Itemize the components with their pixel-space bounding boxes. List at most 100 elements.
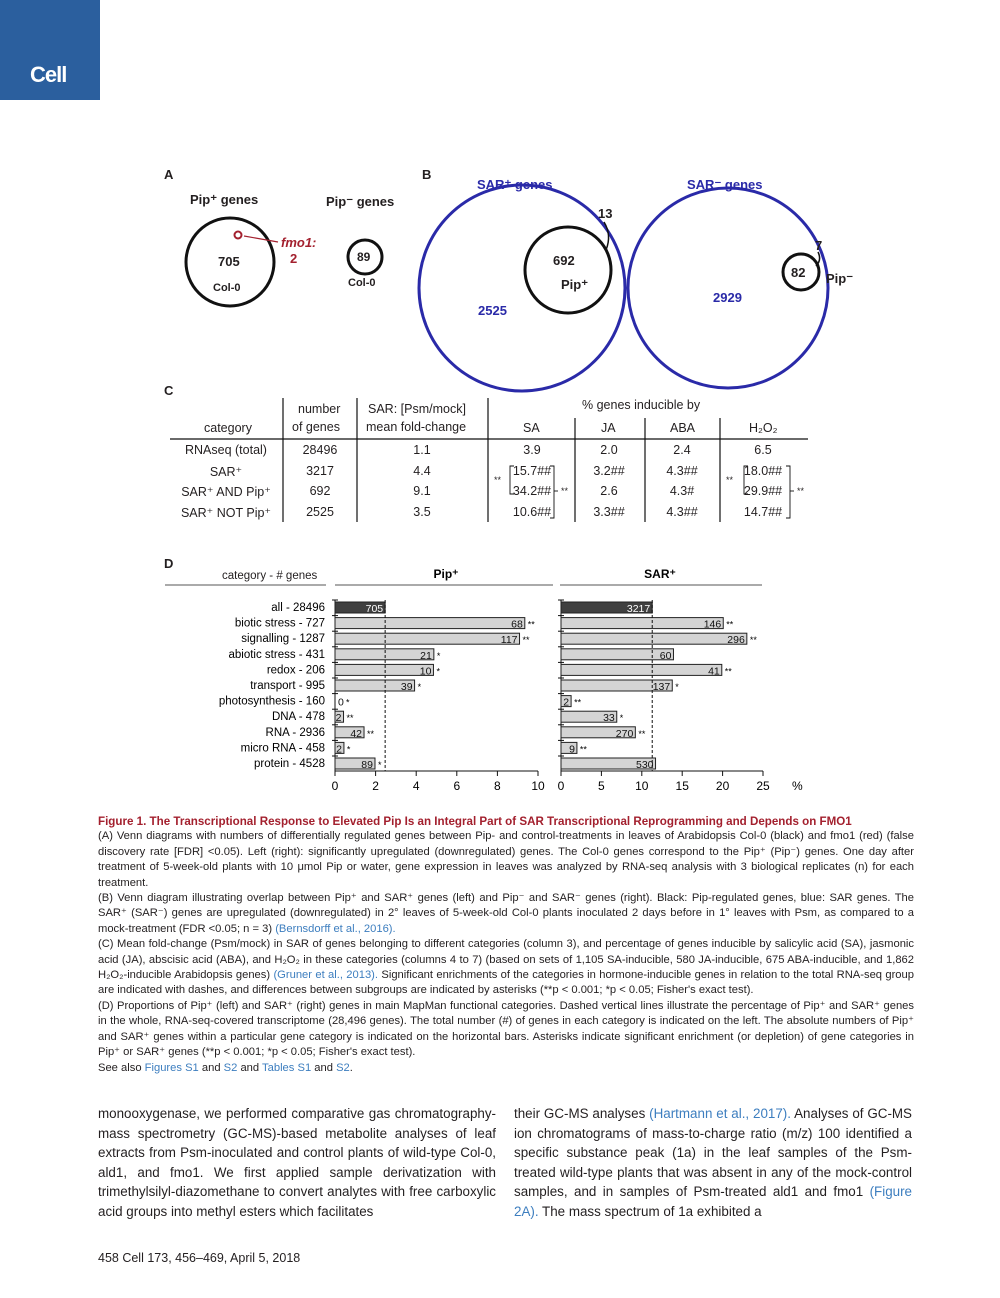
page-footer: 458 Cell 173, 456–469, April 5, 2018	[98, 1251, 301, 1265]
significance-label: *	[418, 682, 422, 692]
header-h2o2: H₂O₂	[749, 421, 778, 435]
cell-fold: 3.5	[413, 504, 431, 519]
ref-bernsdorff[interactable]: (Bernsdorff et al., 2016).	[275, 922, 396, 935]
significance-label: *	[437, 651, 441, 661]
bar-value-label: 117	[501, 634, 518, 646]
panel-c-label: C	[164, 383, 174, 398]
bar	[560, 741, 578, 754]
bar-value-label: 21	[420, 650, 432, 662]
bar-value-label: 137	[653, 681, 671, 693]
significance-label: **	[725, 666, 733, 676]
cell-fold: 1.1	[413, 443, 431, 457]
ref-gruner[interactable]: (Gruner et al., 2013).	[273, 969, 379, 982]
pip-plus-title: Pip⁺ genes	[190, 192, 259, 207]
bar	[334, 617, 526, 630]
col0-label: Col-0	[213, 282, 241, 294]
significance-label: *	[347, 744, 351, 754]
cell-ja: 3.3##	[593, 504, 625, 519]
cell-aba: 2.4	[673, 443, 691, 457]
significance-label: **	[367, 729, 375, 739]
bar	[560, 632, 748, 645]
pip-minus-circle	[781, 252, 821, 292]
bar	[560, 648, 674, 661]
link-table-s1[interactable]: Tables S1	[262, 1061, 312, 1074]
col0-label-2: Col-0	[348, 277, 376, 289]
significance-label: *	[675, 682, 679, 692]
sig-h2o2-left: **	[726, 475, 734, 485]
link-figure-s2[interactable]: S2	[223, 1061, 238, 1074]
bar-value-label: 2	[336, 712, 342, 724]
bar-value-label: 146	[704, 619, 722, 631]
cell-h2o2: 29.9##	[743, 484, 783, 498]
col0-down-circle	[346, 238, 384, 276]
bar	[334, 648, 435, 661]
header-ja: JA	[601, 421, 616, 435]
cell-aba: 4.3##	[666, 463, 698, 478]
panel-b-label: B	[422, 167, 432, 182]
bar-value-label: 2	[336, 743, 342, 755]
sar-only-up: 2525	[478, 303, 507, 318]
bar	[560, 710, 618, 723]
see-also: See also Figures S1 and S2 and Tables S1…	[98, 1061, 353, 1074]
category-label: protein - 4528	[254, 758, 325, 770]
significance-label: *	[378, 760, 382, 770]
caption-a: (A) Venn diagrams with numbers of differ…	[98, 830, 914, 889]
x-tick-label: 0	[558, 779, 565, 793]
overlap-down: 82	[791, 265, 806, 280]
header-sar-1: SAR: [Psm/mock]	[368, 402, 466, 416]
category-label: signalling - 1287	[241, 633, 325, 645]
sig-sa-left: **	[494, 475, 502, 485]
pip-only-up: 13	[598, 206, 613, 221]
ref-hartmann[interactable]: (Hartmann et al., 2017).	[649, 1106, 791, 1121]
pip-minus-label: Pip⁻	[826, 271, 854, 286]
cell-number: 692	[309, 484, 331, 498]
header-category: category	[204, 421, 252, 435]
bar-value-label: 42	[350, 728, 362, 740]
bar	[560, 679, 673, 692]
cell-sa: 10.6##	[512, 504, 552, 519]
cell-category: SAR⁺ AND Pip⁺	[181, 485, 271, 499]
overlap-up: 692	[553, 253, 575, 268]
bar	[334, 632, 521, 645]
bar-value-label: 2	[563, 697, 569, 709]
x-tick-label: 4	[413, 779, 420, 793]
caption-title: Figure 1. The Transcriptional Response t…	[98, 815, 852, 828]
x-tick-label: 2	[372, 779, 379, 793]
bar	[560, 617, 724, 630]
col0-up-circle	[184, 216, 276, 308]
bar-value-label: 270	[616, 728, 634, 740]
caption-c: (C) Mean fold-change (Psm/mock) in SAR o…	[98, 938, 914, 997]
logo-text: Cell	[30, 62, 67, 87]
cell-aba: 4.3#	[669, 484, 695, 498]
significance-label: **	[347, 713, 355, 723]
bar	[560, 695, 572, 708]
x-tick-label: 25	[756, 779, 770, 793]
figure-caption: Figure 1. The Transcriptional Response t…	[98, 814, 914, 1076]
bar	[334, 757, 376, 770]
cell-category: SAR⁺ NOT Pip⁺	[180, 505, 272, 520]
sig-h2o2-right: **	[797, 486, 805, 496]
cell-number: 2525	[306, 504, 334, 519]
bar	[334, 710, 345, 723]
header-aba: ABA	[670, 421, 696, 435]
x-tick-label: 10	[635, 779, 649, 793]
x-tick-label: 0	[332, 779, 339, 793]
category-label: transport - 995	[250, 680, 325, 692]
x-tick-label: 10	[531, 779, 545, 793]
venn-diagrams	[184, 183, 830, 393]
panel-d-label: D	[164, 556, 174, 571]
bar-value-label: 9	[569, 743, 575, 755]
link-table-s2[interactable]: S2	[336, 1061, 350, 1074]
cell-sa: 3.9	[523, 443, 541, 457]
x-tick-label: 15	[676, 779, 690, 793]
category-header: category - # genes	[222, 570, 318, 582]
header-sa: SA	[523, 421, 540, 435]
cell-fold: 9.1	[413, 484, 431, 498]
significance-label: *	[620, 713, 624, 723]
sar-minus-circle	[626, 186, 830, 390]
link-figure-s1[interactable]: Figures S1	[144, 1061, 199, 1074]
cell-ja: 2.0	[600, 443, 618, 457]
link-figure-2a[interactable]: (Figure 2A).	[514, 1184, 912, 1219]
fmo1-count: 2	[290, 251, 298, 266]
arrow-7	[815, 251, 821, 267]
